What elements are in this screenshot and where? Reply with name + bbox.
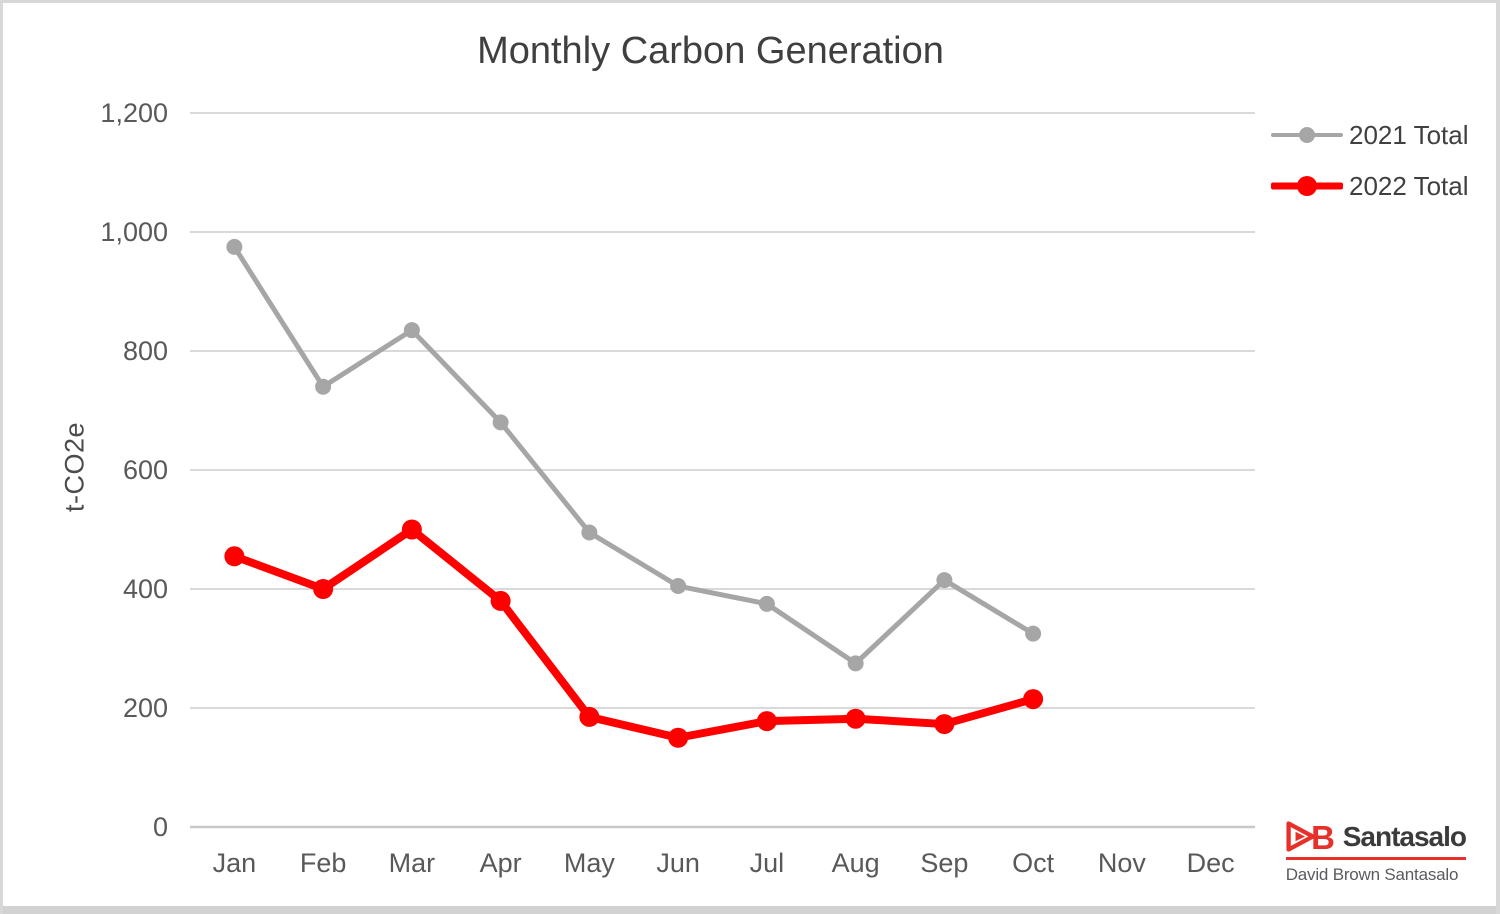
brand-logo-row: B Santasalo bbox=[1286, 819, 1467, 854]
series-marker-2022-total bbox=[401, 519, 422, 540]
y-tick-label: 200 bbox=[123, 693, 168, 723]
series-marker-2021-total bbox=[1025, 625, 1042, 642]
db-logo-letter-b: B bbox=[1311, 819, 1335, 854]
series-marker-2021-total bbox=[492, 414, 509, 431]
series-marker-2021-total bbox=[847, 655, 864, 672]
series-marker-2022-total bbox=[668, 727, 689, 748]
series-marker-2021-total bbox=[936, 572, 953, 589]
y-tick-label: 800 bbox=[123, 336, 168, 366]
chart-title: Monthly Carbon Generation bbox=[477, 30, 944, 72]
y-tick-label: 0 bbox=[153, 812, 168, 842]
series-marker-2021-total bbox=[758, 595, 775, 612]
x-tick-label: Feb bbox=[300, 848, 347, 878]
x-tick-label: Dec bbox=[1187, 848, 1235, 878]
series-marker-2021-total bbox=[226, 238, 243, 255]
db-logo-triangle-fill bbox=[1295, 831, 1305, 842]
series-marker-2022-total bbox=[845, 708, 866, 729]
db-logo-triangle-outline bbox=[1286, 821, 1315, 852]
x-tick-label: Sep bbox=[920, 848, 968, 878]
legend-marker-icon bbox=[1299, 127, 1315, 143]
legend-marker-icon bbox=[1297, 176, 1317, 196]
series-marker-2021-total bbox=[403, 322, 420, 339]
series-marker-2022-total bbox=[490, 590, 511, 611]
legend-swatch-2022-total bbox=[1271, 167, 1343, 205]
y-tick-label: 1,200 bbox=[100, 98, 168, 128]
chart-legend: 2021 Total 2022 Total bbox=[1271, 116, 1469, 205]
y-tick-label: 1,000 bbox=[100, 217, 168, 247]
brand-divider bbox=[1285, 857, 1466, 860]
y-tick-label: 600 bbox=[123, 455, 168, 485]
x-tick-label: Jan bbox=[213, 848, 257, 878]
x-tick-label: Jun bbox=[656, 848, 700, 878]
legend-label: 2021 Total bbox=[1349, 119, 1469, 150]
legend-label: 2022 Total bbox=[1349, 170, 1469, 201]
db-logo-icon: B bbox=[1286, 819, 1335, 854]
series-marker-2021-total bbox=[315, 378, 332, 395]
series-marker-2022-total bbox=[313, 579, 334, 599]
legend-swatch-2021-total bbox=[1271, 116, 1343, 154]
series-line-2022-total bbox=[230, 525, 1038, 742]
x-tick-label: Aug bbox=[832, 848, 880, 878]
series-marker-2021-total bbox=[670, 578, 687, 595]
series-marker-2022-total bbox=[756, 711, 777, 732]
series-marker-2022-total bbox=[579, 706, 600, 727]
series-marker-2022-total bbox=[224, 546, 245, 567]
x-tick-label: Mar bbox=[389, 848, 436, 878]
series-marker-2022-total bbox=[1023, 689, 1044, 710]
y-tick-label: 400 bbox=[123, 574, 168, 604]
x-tick-label: Apr bbox=[480, 848, 522, 878]
legend-item-2022-total: 2022 Total bbox=[1271, 167, 1469, 205]
series-line-2021-total bbox=[231, 244, 1036, 666]
x-tick-label: Nov bbox=[1098, 848, 1147, 878]
brand-subtitle: David Brown Santasalo bbox=[1285, 865, 1459, 884]
x-tick-label: Oct bbox=[1012, 848, 1055, 878]
x-tick-label: May bbox=[564, 848, 616, 878]
series-marker-2021-total bbox=[581, 524, 598, 541]
brand-name: Santasalo bbox=[1342, 820, 1467, 852]
legend-item-2021-total: 2021 Total bbox=[1271, 116, 1469, 154]
brand-logo: B Santasalo David Brown Santasalo bbox=[1285, 819, 1467, 885]
series-marker-2022-total bbox=[934, 714, 955, 735]
x-tick-label: Jul bbox=[750, 848, 785, 878]
